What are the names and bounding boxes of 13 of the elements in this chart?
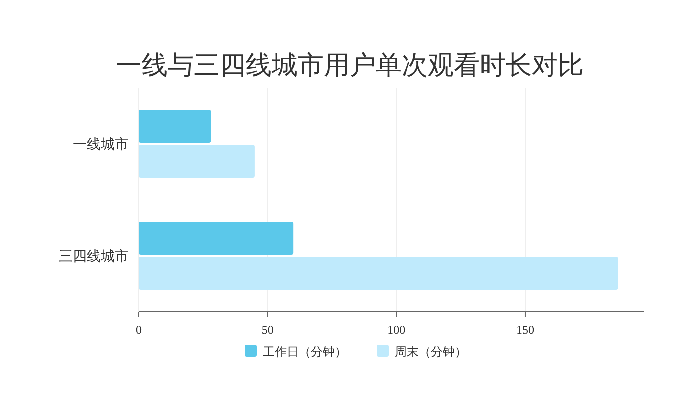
- x-tick-label: 50: [262, 323, 274, 337]
- chart-title: 一线与三四线城市用户单次观看时长对比: [116, 51, 584, 81]
- bar: [139, 222, 294, 255]
- bar: [139, 257, 618, 290]
- x-tick-label: 0: [136, 323, 142, 337]
- bar: [139, 110, 212, 143]
- legend-label: 工作日（分钟）: [263, 345, 347, 359]
- legend-label: 周末（分钟）: [395, 345, 467, 359]
- y-tick-label: 一线城市: [73, 137, 129, 153]
- bar: [139, 145, 255, 178]
- x-tick-label: 100: [388, 323, 406, 337]
- y-tick-label: 三四线城市: [59, 249, 129, 265]
- x-tick-label: 150: [516, 323, 534, 337]
